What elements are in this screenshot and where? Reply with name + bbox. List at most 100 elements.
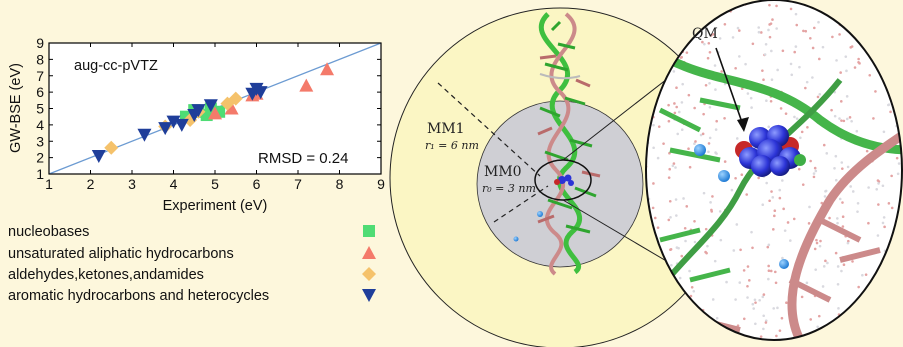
solvent-dot xyxy=(657,318,661,321)
data-point xyxy=(191,104,206,118)
solvent-dot xyxy=(669,247,673,251)
solvent-dot xyxy=(688,165,692,169)
solvent-dot xyxy=(774,281,778,285)
solvent-dot xyxy=(761,295,765,299)
solvent-dot xyxy=(853,66,857,69)
solvent-dot xyxy=(834,154,838,158)
solvent-dot xyxy=(672,162,676,165)
solvent-dot xyxy=(706,244,709,248)
solvent-dot xyxy=(665,23,669,27)
solvent-dot xyxy=(664,37,667,41)
solvent-dot xyxy=(893,28,897,32)
solvent-dot xyxy=(867,186,870,189)
solvent-dot xyxy=(817,314,821,318)
solvent-dot xyxy=(826,261,829,265)
solvent-dot xyxy=(885,274,888,278)
solvent-dot xyxy=(833,114,837,118)
solvent-dot xyxy=(879,40,882,43)
ion-small xyxy=(537,211,543,217)
solvent-dot xyxy=(821,285,825,288)
solvent-dot xyxy=(773,214,776,218)
solvent-dot xyxy=(789,7,793,11)
solvent-dot xyxy=(836,265,840,268)
solvent-dot xyxy=(767,28,770,32)
annotation-method: aug-cc-pVTZ xyxy=(74,58,158,74)
x-tick-label: 3 xyxy=(128,176,136,192)
solvent-dot xyxy=(652,182,655,185)
solvent-dot xyxy=(762,327,765,331)
solvent-dot xyxy=(835,59,838,62)
solvent-dot xyxy=(811,46,815,50)
solvent-dot xyxy=(883,225,886,229)
solvent-dot xyxy=(766,245,770,249)
solvent-dot xyxy=(818,92,822,96)
solvent-dot xyxy=(665,313,668,317)
solvent-dot xyxy=(651,206,655,210)
solvent-dot xyxy=(842,119,846,123)
solvent-dot xyxy=(816,325,819,329)
solvent-dot xyxy=(892,289,896,293)
solvent-dot xyxy=(845,95,849,98)
solvent-dot xyxy=(852,20,856,23)
solvent-dot xyxy=(746,296,749,299)
solvent-dot xyxy=(821,45,825,49)
solvent-dot xyxy=(809,318,813,321)
solvent-dot xyxy=(881,221,885,225)
solvent-dot xyxy=(822,143,826,147)
solvent-dot xyxy=(749,96,753,100)
solvent-dot xyxy=(834,178,838,182)
solvent-dot xyxy=(694,140,697,143)
solvent-dot xyxy=(837,9,841,12)
solvent-dot xyxy=(668,151,671,155)
solvent-dot xyxy=(723,160,727,163)
solvent-dot xyxy=(876,234,880,237)
solvent-dot xyxy=(824,259,827,263)
solvent-dot xyxy=(745,193,749,196)
solvent-dot xyxy=(682,197,685,200)
solvent-dot xyxy=(824,189,827,193)
solvent-dot xyxy=(825,331,828,335)
solvent-dot xyxy=(780,316,784,320)
solvent-dot xyxy=(663,2,667,6)
x-tick-label: 5 xyxy=(211,176,219,192)
solvent-dot xyxy=(734,298,737,301)
solvent-dot xyxy=(816,95,820,99)
solvent-dot xyxy=(725,280,728,284)
solvent-dot xyxy=(861,273,864,277)
y-tick-label: 3 xyxy=(36,133,44,149)
solvent-dot xyxy=(671,164,675,168)
solvent-dot xyxy=(708,51,712,54)
solvent-dot xyxy=(843,327,846,331)
solvent-dot xyxy=(734,66,737,70)
solvent-dot xyxy=(815,238,818,242)
solvent-dot xyxy=(894,60,897,64)
solvent-dot xyxy=(838,117,841,120)
legend-marker xyxy=(362,246,376,259)
zoom-connector-top xyxy=(562,71,677,161)
solvent-dot xyxy=(684,239,687,243)
solvent-dot xyxy=(711,195,714,198)
solvent-dot xyxy=(887,103,890,107)
solvent-dot xyxy=(757,176,760,180)
solvent-dot xyxy=(701,40,704,44)
solvent-dot xyxy=(818,244,822,248)
solvent-dot xyxy=(890,206,894,210)
solvent-dot xyxy=(775,27,778,30)
solvent-dot xyxy=(886,271,890,275)
solvent-dot xyxy=(833,166,836,170)
solvent-dot xyxy=(673,111,677,115)
solvent-dot xyxy=(849,185,852,188)
solvent-dot xyxy=(688,269,691,273)
solvent-dot xyxy=(685,205,689,208)
solvent-dot xyxy=(879,66,882,69)
solvent-dot xyxy=(730,188,734,192)
solvent-dot xyxy=(859,323,863,326)
solvent-dot xyxy=(652,123,655,127)
solvent-dot xyxy=(751,246,754,250)
solvent-dot xyxy=(844,55,848,58)
solvent-dot xyxy=(856,210,859,213)
solvent-dot xyxy=(769,99,773,103)
solvent-dot xyxy=(838,33,841,36)
data-point xyxy=(208,106,222,120)
data-point xyxy=(104,140,119,155)
